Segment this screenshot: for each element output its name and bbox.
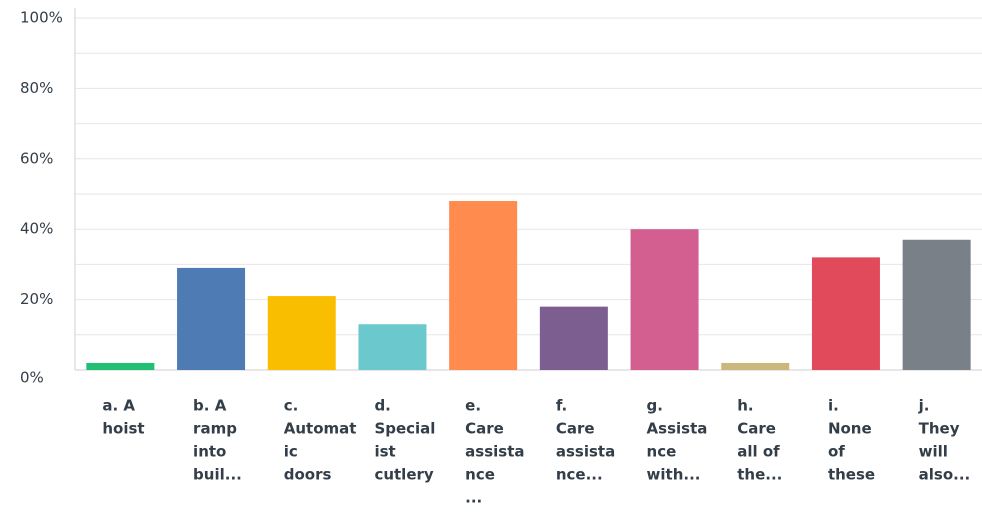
x-tick-label: ist — [374, 443, 395, 461]
x-tick-label: ramp — [193, 420, 237, 438]
x-tick-label: nce — [647, 443, 677, 461]
x-tick-label: doors — [284, 466, 332, 484]
bar — [811, 257, 880, 370]
x-tick-label: will — [919, 443, 948, 461]
x-tick-label: into — [193, 443, 226, 461]
x-tick-label: assista — [465, 443, 524, 461]
x-tick-label: these — [828, 466, 875, 484]
x-tick-label: They — [919, 420, 960, 438]
bar — [721, 362, 790, 370]
x-tick-label: j. — [918, 397, 930, 415]
x-tick-label: Assista — [647, 420, 708, 438]
x-tick-label: h. — [737, 397, 753, 415]
bar — [177, 267, 246, 370]
x-tick-label: with... — [647, 466, 701, 484]
bar — [630, 229, 699, 370]
x-tick-label: ic — [284, 443, 298, 461]
x-tick-label: None — [828, 420, 872, 438]
x-tick-label: all of — [737, 443, 780, 461]
x-tick-label: also... — [919, 466, 971, 484]
x-tick-label: Automat — [284, 420, 357, 438]
x-tick-label: d. — [374, 397, 390, 415]
x-tick-label: cutlery — [374, 466, 433, 484]
y-tick-label: 60% — [20, 149, 53, 167]
x-tick-label: g. — [647, 397, 663, 415]
bar — [86, 362, 155, 370]
x-tick-label: nce — [465, 466, 495, 484]
x-tick-label: buil... — [193, 466, 242, 484]
bar — [449, 201, 518, 370]
x-tick-label: hoist — [102, 420, 144, 438]
y-tick-label: 0% — [20, 369, 44, 387]
x-tick-label: b. A — [193, 397, 227, 415]
bar — [902, 239, 971, 370]
y-tick-label: 40% — [20, 220, 53, 238]
x-tick-label: e. — [465, 397, 481, 415]
x-tick-label: i. — [828, 397, 839, 415]
x-tick-label: f. — [556, 397, 567, 415]
x-tick-label: Special — [374, 420, 435, 438]
x-tick-label: ... — [465, 489, 482, 507]
bar — [539, 306, 608, 370]
x-tick-label: c. — [284, 397, 299, 415]
x-tick-label: the... — [737, 466, 782, 484]
y-tick-label: 20% — [20, 290, 53, 308]
y-tick-label: 80% — [20, 79, 53, 97]
x-tick-label: assista — [556, 443, 615, 461]
x-tick-label: nce... — [556, 466, 603, 484]
x-tick-label: Care — [556, 420, 595, 438]
y-tick-label: 100% — [20, 9, 63, 27]
bar — [358, 324, 427, 370]
x-tick-label: Care — [465, 420, 504, 438]
x-tick-label: Care — [737, 420, 776, 438]
bar — [267, 296, 336, 370]
x-tick-label: of — [828, 443, 845, 461]
x-tick-label: a. A — [102, 397, 135, 415]
